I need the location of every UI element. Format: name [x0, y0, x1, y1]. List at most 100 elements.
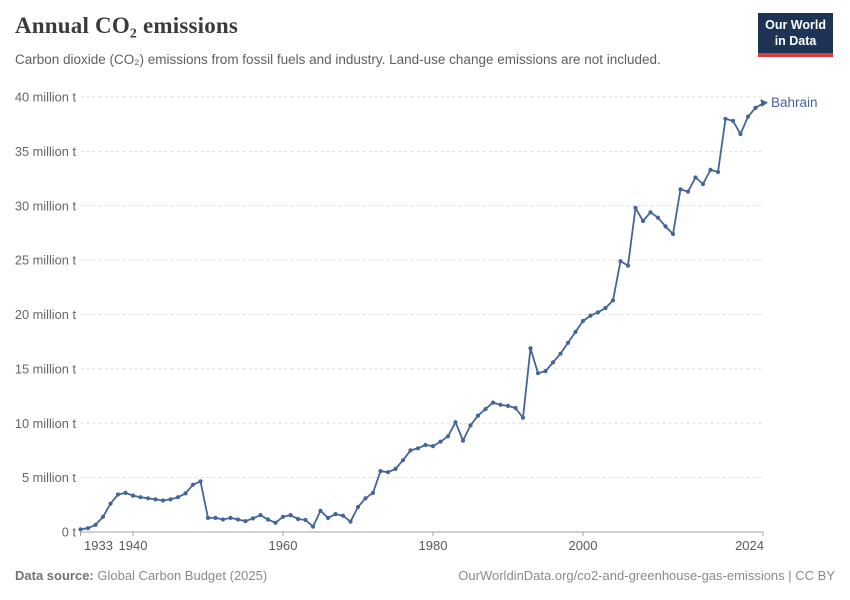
data-point-1998[interactable] — [565, 340, 571, 345]
owid-logo[interactable]: Our World in Data — [758, 13, 833, 58]
data-point-1947[interactable] — [183, 491, 188, 496]
data-point-1980[interactable] — [430, 444, 436, 449]
data-point-1985[interactable] — [468, 423, 473, 428]
data-point-1940[interactable] — [130, 493, 136, 498]
data-point-2012[interactable] — [670, 231, 676, 237]
chart-title: Annual CO₂ emissions — [15, 13, 239, 38]
data-point-2011[interactable] — [663, 224, 668, 229]
data-point-2008[interactable] — [640, 218, 646, 224]
data-point-2001[interactable] — [588, 313, 593, 318]
data-point-1999[interactable] — [573, 329, 578, 334]
data-point-1941[interactable] — [138, 495, 143, 500]
data-point-1969[interactable] — [348, 519, 353, 524]
data-point-1977[interactable] — [408, 448, 413, 453]
data-point-1971[interactable] — [363, 496, 368, 501]
data-point-1934[interactable] — [85, 526, 91, 531]
data-point-1937[interactable] — [108, 501, 113, 506]
data-point-1976[interactable] — [400, 458, 406, 463]
data-point-1956[interactable] — [250, 516, 256, 521]
y-tick-label-10: 10 million t — [15, 416, 77, 431]
data-point-1954[interactable] — [235, 517, 241, 522]
data-point-1989[interactable] — [498, 402, 503, 407]
data-point-1970[interactable] — [355, 504, 361, 510]
data-point-1942[interactable] — [145, 496, 151, 501]
data-point-1959[interactable] — [273, 520, 278, 525]
data-point-2003[interactable] — [603, 305, 608, 311]
data-point-1973[interactable] — [378, 469, 383, 474]
data-point-1990[interactable] — [505, 403, 511, 408]
data-point-1966[interactable] — [325, 515, 331, 521]
data-point-1993[interactable] — [528, 346, 533, 351]
series-line-bahrain[interactable] — [80, 102, 764, 531]
data-point-2014[interactable] — [685, 189, 691, 194]
data-point-2021[interactable] — [738, 131, 743, 137]
data-point-1964[interactable] — [310, 524, 316, 529]
data-point-2009[interactable] — [648, 210, 653, 215]
data-point-1991[interactable] — [513, 405, 518, 411]
data-point-1981[interactable] — [438, 439, 443, 444]
data-point-2007[interactable] — [633, 205, 638, 210]
data-point-1946[interactable] — [175, 495, 181, 500]
data-point-1978[interactable] — [415, 446, 421, 451]
data-point-2016[interactable] — [700, 181, 706, 187]
chart-footer: Data source: Global Carbon Budget (2025)… — [15, 568, 835, 583]
data-point-1965[interactable] — [318, 508, 323, 513]
data-point-2006[interactable] — [625, 263, 631, 268]
data-point-1958[interactable] — [265, 517, 271, 522]
data-point-1938[interactable] — [115, 492, 121, 497]
data-point-2017[interactable] — [708, 167, 713, 172]
data-point-1939[interactable] — [123, 490, 128, 495]
data-point-1982[interactable] — [445, 434, 451, 439]
data-point-1933[interactable] — [78, 527, 83, 532]
data-point-1972[interactable] — [370, 490, 376, 495]
data-point-1983[interactable] — [453, 420, 458, 425]
data-point-2004[interactable] — [610, 298, 616, 303]
data-point-1963[interactable] — [303, 517, 308, 523]
data-point-1957[interactable] — [258, 513, 263, 518]
data-point-1984[interactable] — [460, 438, 466, 443]
data-point-2000[interactable] — [580, 318, 586, 324]
data-point-1961[interactable] — [288, 513, 293, 518]
data-point-2019[interactable] — [723, 116, 728, 121]
data-point-1974[interactable] — [385, 470, 391, 475]
data-point-1936[interactable] — [100, 514, 106, 519]
data-point-1979[interactable] — [423, 442, 428, 448]
data-point-1948[interactable] — [190, 482, 196, 487]
data-point-1987[interactable] — [483, 407, 488, 412]
data-point-1962[interactable] — [295, 516, 301, 522]
data-point-1995[interactable] — [543, 369, 548, 374]
license-link[interactable]: OurWorldinData.org/co2-and-greenhouse-ga… — [458, 568, 835, 583]
data-point-1986[interactable] — [475, 413, 481, 418]
data-point-1960[interactable] — [280, 514, 286, 519]
data-point-1975[interactable] — [393, 466, 398, 471]
data-point-1994[interactable] — [535, 371, 541, 376]
data-point-2010[interactable] — [655, 215, 661, 220]
data-point-1951[interactable] — [213, 515, 218, 521]
data-point-1953[interactable] — [228, 515, 233, 521]
data-point-1997[interactable] — [558, 351, 563, 356]
data-point-2023[interactable] — [753, 105, 758, 110]
series-label-bahrain[interactable]: Bahrain — [771, 95, 818, 110]
x-tick-label-1960: 1960 — [269, 538, 298, 553]
data-point-2005[interactable] — [618, 259, 623, 264]
data-point-2020[interactable] — [730, 118, 736, 123]
data-point-2013[interactable] — [678, 187, 683, 192]
data-point-1943[interactable] — [153, 497, 158, 502]
data-point-1955[interactable] — [243, 519, 248, 524]
data-point-1945[interactable] — [168, 497, 173, 502]
data-point-1952[interactable] — [220, 517, 226, 522]
data-point-2022[interactable] — [745, 114, 751, 119]
data-point-1935[interactable] — [93, 522, 98, 528]
data-point-1949[interactable] — [198, 479, 203, 484]
data-point-1988[interactable] — [490, 400, 496, 405]
data-point-1968[interactable] — [340, 513, 346, 518]
data-point-2002[interactable] — [595, 310, 601, 315]
data-point-2015[interactable] — [693, 175, 698, 180]
data-point-1950[interactable] — [205, 515, 211, 521]
data-point-1967[interactable] — [333, 511, 338, 517]
data-point-1944[interactable] — [160, 498, 166, 503]
data-point-1996[interactable] — [550, 360, 556, 365]
data-point-2018[interactable] — [715, 169, 721, 175]
data-point-1992[interactable] — [520, 415, 526, 420]
